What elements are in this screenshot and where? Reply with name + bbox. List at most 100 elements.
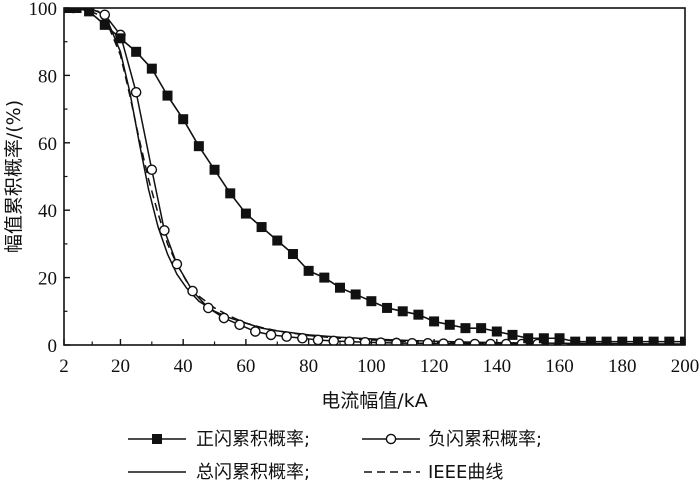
series-1-point — [350, 289, 361, 300]
series-1-point — [538, 333, 549, 344]
x-tick-label: 2 — [59, 356, 69, 377]
series-1-point — [632, 336, 643, 345]
series-4-line — [64, 8, 685, 345]
plot-area — [64, 8, 685, 345]
series-1-point — [115, 33, 126, 44]
series-2-point — [312, 334, 324, 345]
x-tick-label: 160 — [545, 356, 574, 377]
x-tick-label: 20 — [111, 356, 130, 377]
series-1-point — [554, 333, 565, 344]
series-1-point — [178, 114, 189, 125]
series-1-point — [648, 336, 659, 345]
series-1-point — [303, 265, 314, 276]
x-axis-title: 电流幅值/kA — [321, 390, 427, 412]
y-tick-label: 60 — [38, 134, 57, 155]
x-tick-label: 80 — [299, 356, 318, 377]
series-3-line — [64, 8, 685, 345]
series-4 — [64, 8, 685, 345]
plot-frame — [63, 7, 686, 346]
series-1-point — [507, 329, 518, 340]
series-1-point — [99, 19, 110, 30]
series-2-point — [344, 336, 355, 345]
series-1-point — [397, 306, 408, 317]
series-1-point — [319, 272, 330, 283]
x-tick-label: 120 — [420, 356, 449, 377]
series-2-point — [265, 329, 277, 341]
series-2-point — [453, 338, 465, 345]
y-tick-label: 40 — [38, 201, 57, 222]
series-1-point — [601, 336, 612, 345]
series-2-point — [250, 326, 261, 337]
series-2-point — [469, 338, 481, 345]
series-2-point — [171, 258, 183, 270]
axes: 2 20 40 60 80 100 120 140 160 180 200 0 20 40 60 80 100 — [29, 0, 700, 377]
series-2-point — [187, 285, 198, 297]
series-1-point — [476, 323, 487, 334]
series-1-point — [460, 323, 471, 334]
series-2-point — [359, 337, 371, 345]
series-2-point — [281, 331, 292, 342]
series-2-point — [375, 337, 387, 345]
series-1-point — [680, 336, 685, 345]
series-1-point — [570, 336, 581, 345]
legend-item-4-label: IEEE曲线 — [428, 462, 503, 483]
legend-item-4: IEEE曲线 — [364, 462, 503, 483]
series-2-point — [328, 335, 340, 345]
series-2-point — [391, 337, 402, 345]
y-tick-label: 100 — [29, 0, 58, 20]
series-1-point — [429, 316, 440, 327]
series-1-point — [162, 90, 173, 101]
x-tick-label: 100 — [357, 356, 386, 377]
series-1-point — [65, 8, 76, 13]
series-1-point — [335, 282, 345, 293]
series-3 — [64, 8, 685, 345]
series-1 — [64, 8, 685, 345]
series-1-point — [491, 326, 502, 337]
series-1-point — [146, 63, 157, 74]
x-tick-label: 60 — [236, 356, 255, 377]
legend-item-1-label: 正闪累积概率; — [196, 429, 310, 450]
series-1-point — [585, 336, 596, 345]
legend-item-1-marker — [152, 434, 162, 444]
series-1-point — [84, 8, 95, 17]
y-tick-label: 0 — [48, 336, 58, 357]
y-tick-label: 80 — [38, 66, 57, 87]
series-2-point — [406, 338, 418, 345]
y-tick-label: 20 — [38, 269, 57, 290]
legend-item-1: 正闪累积概率; — [128, 429, 310, 450]
series-1-point — [272, 235, 283, 246]
series-2-point — [218, 312, 230, 324]
legend-item-2-label: 负闪累积概率; — [428, 429, 542, 450]
legend-item-3: 总闪累积概率; — [128, 462, 310, 483]
series-1-point — [256, 222, 267, 233]
series-1-point — [382, 302, 393, 313]
x-tick-label: 200 — [671, 356, 700, 377]
series-2-point — [438, 338, 449, 345]
series-1-point — [225, 188, 236, 199]
y-axis-title: 幅值累积概率/(%) — [3, 100, 25, 253]
series-1-point — [366, 296, 377, 307]
series-1-point — [413, 309, 424, 320]
series-2-point — [422, 338, 434, 345]
legend-item-2: 负闪累积概率; — [362, 429, 542, 450]
series-2-point — [99, 9, 111, 21]
series-2-point — [159, 225, 170, 236]
series-1-point — [240, 208, 251, 219]
series-1-point — [664, 336, 675, 345]
series-1-point — [71, 8, 82, 13]
series-2-point — [485, 338, 496, 345]
legend-item-3-label: 总闪累积概率; — [196, 462, 310, 483]
series-1-point — [209, 164, 220, 175]
series-2-point — [130, 86, 142, 98]
series-2-line — [64, 8, 538, 345]
series-2-point — [202, 302, 214, 314]
series-1-point — [287, 249, 298, 260]
series-1-point — [523, 333, 534, 344]
series-2-point — [500, 338, 512, 345]
series-1-line — [64, 8, 685, 343]
series-2-point — [297, 332, 308, 344]
x-tick-label: 180 — [608, 356, 637, 377]
legend: 正闪累积概率; 负闪累积概率; 总闪累积概率; IEEE曲线 — [128, 429, 542, 483]
series-2-point — [146, 164, 158, 176]
